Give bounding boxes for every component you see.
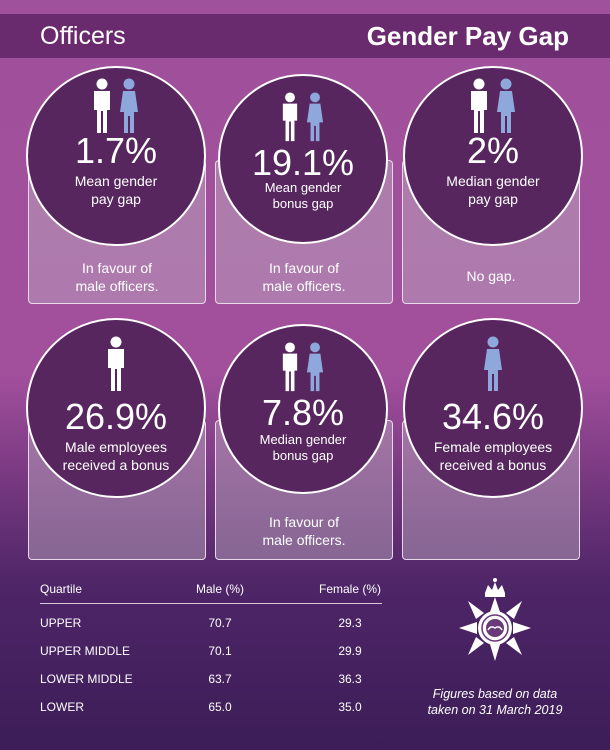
table-header-row: Quartile Male (%) Female (%) [40, 574, 382, 604]
male-cell: 63.7 [208, 672, 232, 686]
column-header-quartile: Quartile [40, 582, 83, 596]
stat-label-line2: pay gap [468, 191, 518, 207]
stat-label-line1: Mean gender [74, 173, 158, 189]
quartile-cell: LOWER [40, 700, 85, 714]
header-bar: Officers Gender Pay Gap [0, 14, 610, 58]
stat-circle-female-bonus: 34.6% Female employees received a bonus [403, 318, 583, 498]
male-cell: 70.7 [208, 616, 232, 630]
footnote-line1: Figures based on data [432, 687, 558, 701]
female-cell: 29.9 [338, 644, 362, 658]
stat-label-line1: Male employees [65, 439, 167, 455]
stat-value: 2% [466, 130, 520, 171]
table-row: LOWER MIDDLE 63.7 36.3 [40, 660, 382, 688]
stat-note-line2: male officers. [262, 278, 346, 294]
female-icon [306, 92, 324, 142]
male-cell: 65.0 [208, 700, 232, 714]
male-cell: 70.1 [208, 644, 232, 658]
column-header-female: Female (%) [318, 582, 381, 596]
stat-value: 19.1% [251, 142, 355, 183]
gender-icons [405, 78, 581, 136]
female-icon [306, 342, 324, 392]
male-icon [94, 78, 110, 133]
gender-icons [28, 78, 204, 136]
stat-label-line2: received a bonus [439, 457, 547, 473]
quartile-table: Quartile Male (%) Female (%) UPPER 70.7 … [40, 574, 382, 716]
stat-value: 1.7% [74, 130, 158, 171]
male-icon [471, 78, 487, 133]
stat-note-line2: male officers. [262, 532, 346, 548]
stat-circle-mean-bonus-gap: 19.1% Mean gender bonus gap [218, 74, 388, 244]
stat-value: 7.8% [261, 392, 345, 433]
stat-value: 26.9% [64, 396, 168, 437]
stat-label-line1: Mean gender [264, 180, 342, 195]
column-header-male: Male (%) [195, 582, 244, 596]
stat-label-line1: Female employees [433, 439, 553, 455]
stat-note-line1: In favour of [268, 260, 340, 276]
stat-note-line1: In favour of [81, 260, 153, 276]
table-row: UPPER 70.7 29.3 [40, 604, 382, 632]
stat-note-line2: male officers. [75, 278, 159, 294]
police-crest-icon [459, 578, 531, 661]
page-title-officers: Officers [40, 22, 126, 50]
quartile-cell: UPPER [40, 616, 82, 630]
female-icon [497, 78, 515, 133]
stat-value: 34.6% [441, 396, 545, 437]
table-row: LOWER 65.0 35.0 [40, 688, 382, 716]
stat-label-line1: Median gender [446, 173, 540, 189]
stat-label-line2: pay gap [91, 191, 141, 207]
stat-label-line1: Median gender [259, 432, 347, 447]
male-icon [282, 342, 298, 392]
stat-circle-mean-pay-gap: 1.7% Mean gender pay gap [26, 66, 206, 246]
stat-circle-median-bonus-gap: 7.8% Median gender bonus gap [218, 324, 388, 494]
gender-icons [28, 336, 204, 394]
female-cell: 36.3 [338, 672, 362, 686]
stat-circle-male-bonus: 26.9% Male employees received a bonus [26, 318, 206, 498]
stat-label-line2: bonus gap [272, 448, 334, 463]
table-row: UPPER MIDDLE 70.1 29.9 [40, 632, 382, 660]
female-icon [484, 336, 502, 391]
stat-label-line2: received a bonus [62, 457, 170, 473]
female-icon [120, 78, 138, 133]
male-icon [282, 92, 298, 142]
footnote-line2: taken on 31 March 2019 [427, 703, 563, 717]
male-icon [108, 336, 124, 391]
gender-icons [220, 92, 386, 150]
quartile-cell: UPPER MIDDLE [40, 644, 131, 658]
female-cell: 29.3 [338, 616, 362, 630]
footnote: Figures based on data taken on 31 March … [412, 686, 578, 718]
stat-circle-median-pay-gap: 2% Median gender pay gap [403, 66, 583, 246]
female-cell: 35.0 [338, 700, 362, 714]
gender-icons [220, 342, 386, 400]
stat-label-line2: bonus gap [272, 196, 334, 211]
stat-note-line1: In favour of [268, 514, 340, 530]
stat-note-line1: No gap. [466, 268, 516, 284]
gender-icons [405, 336, 581, 394]
quartile-cell: LOWER MIDDLE [40, 672, 133, 686]
page-title-gender-pay-gap: Gender Pay Gap [366, 21, 569, 51]
